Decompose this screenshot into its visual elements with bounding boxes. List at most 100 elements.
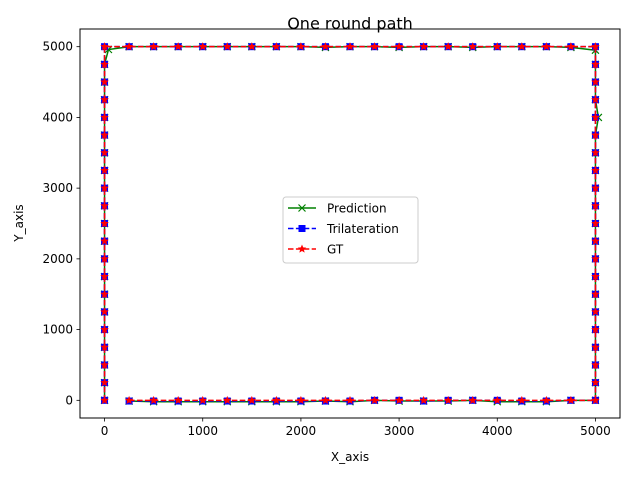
gt-point	[345, 42, 355, 51]
legend-prediction-label: Prediction	[327, 202, 387, 216]
gt-point	[345, 395, 355, 404]
gt-point	[591, 59, 600, 68]
gt-point	[272, 42, 281, 51]
gt-point	[443, 395, 453, 404]
gt-point	[222, 395, 232, 404]
gt-point	[100, 77, 109, 86]
gt-point	[370, 395, 379, 404]
gt-point	[591, 272, 600, 281]
gt-point	[100, 219, 109, 228]
gt-point	[591, 342, 600, 351]
gt-point	[100, 59, 109, 68]
gt-point	[100, 289, 109, 298]
legend-gt-marker	[297, 244, 307, 253]
gt-point	[100, 236, 109, 245]
gt-point	[100, 201, 109, 210]
gt-point	[173, 42, 183, 51]
x-tick-label: 5000	[580, 424, 611, 438]
gt-point	[100, 183, 109, 192]
gt-point	[100, 165, 109, 175]
gt-point	[394, 42, 404, 51]
gt-point	[124, 395, 134, 404]
gt-point	[149, 395, 158, 404]
gt-point	[542, 395, 551, 404]
gt-point	[100, 307, 109, 316]
gt-point	[100, 148, 109, 157]
legend-trilateration-marker	[298, 225, 306, 232]
gt-point	[443, 42, 453, 51]
gt-point	[272, 395, 281, 404]
gt-point	[468, 42, 478, 51]
gt-point	[566, 42, 576, 51]
y-tick-label: 5000	[42, 40, 73, 54]
gt-point	[591, 77, 600, 86]
gt-point	[296, 42, 306, 51]
y-tick-label: 4000	[42, 110, 73, 124]
plot-series	[100, 42, 603, 406]
gt-point	[370, 42, 379, 51]
legend-trilateration-label: Trilateration	[326, 222, 399, 236]
y-axis-ticks: 0 1000 2000 3000 4000 5000	[42, 40, 80, 407]
plot-frame	[79, 28, 621, 419]
x-axis-label: X_axis	[331, 450, 369, 464]
x-tick-label: 0	[101, 424, 109, 438]
gt-point	[468, 395, 478, 404]
gt-point	[566, 395, 576, 404]
y-axis-label: Y_axis	[12, 204, 26, 242]
gt-point	[591, 165, 600, 175]
gt-point	[591, 201, 600, 210]
gt-point	[222, 42, 232, 51]
gt-point	[100, 360, 109, 369]
gt-point	[591, 378, 600, 387]
x-tick-label: 2000	[286, 424, 317, 438]
gt-point	[591, 148, 600, 157]
legend-gt-label: GT	[327, 243, 344, 257]
y-tick-label: 0	[65, 393, 73, 407]
gt-point	[173, 395, 183, 404]
gt-point	[100, 272, 109, 281]
gt-point	[591, 42, 600, 51]
gt-point	[492, 395, 502, 404]
gt-point	[591, 112, 600, 122]
gt-point	[100, 395, 109, 404]
gt-point	[591, 360, 600, 369]
x-axis-ticks: 0 1000 2000 3000 4000 5000	[101, 418, 611, 438]
legend-prediction-marker	[298, 204, 306, 212]
gt-point	[591, 183, 600, 192]
gt-point	[296, 395, 306, 404]
x-tick-label: 3000	[384, 424, 415, 438]
y-tick-label: 3000	[42, 181, 73, 195]
series-gt	[100, 42, 600, 404]
gt-point	[100, 254, 109, 263]
gt-point	[100, 112, 109, 122]
gt-point	[394, 395, 404, 404]
gt-point	[247, 42, 257, 51]
gt-point	[100, 342, 109, 351]
gt-point	[198, 42, 208, 51]
gt-point	[100, 42, 109, 51]
gt-point	[124, 42, 134, 51]
gt-point	[419, 42, 428, 51]
gt-point	[100, 325, 109, 334]
gt-point	[321, 42, 330, 51]
x-tick-label: 1000	[187, 424, 218, 438]
chart-title: One round path	[287, 14, 413, 33]
legend: Prediction Trilateration GT	[282, 196, 419, 264]
gt-point	[198, 395, 208, 404]
gt-point	[517, 395, 527, 404]
legend-box	[282, 196, 419, 264]
gt-point	[591, 236, 600, 245]
gt-point	[591, 307, 600, 316]
gt-point	[591, 219, 600, 228]
gt-point	[591, 289, 600, 298]
gt-point	[591, 95, 600, 104]
gt-point	[100, 95, 109, 104]
gt-point	[100, 378, 109, 387]
y-tick-label: 2000	[42, 252, 73, 266]
gt-point	[149, 42, 158, 51]
gt-point	[100, 130, 109, 139]
gt-point	[591, 130, 600, 139]
gt-point	[591, 254, 600, 263]
y-tick-label: 1000	[42, 323, 73, 337]
